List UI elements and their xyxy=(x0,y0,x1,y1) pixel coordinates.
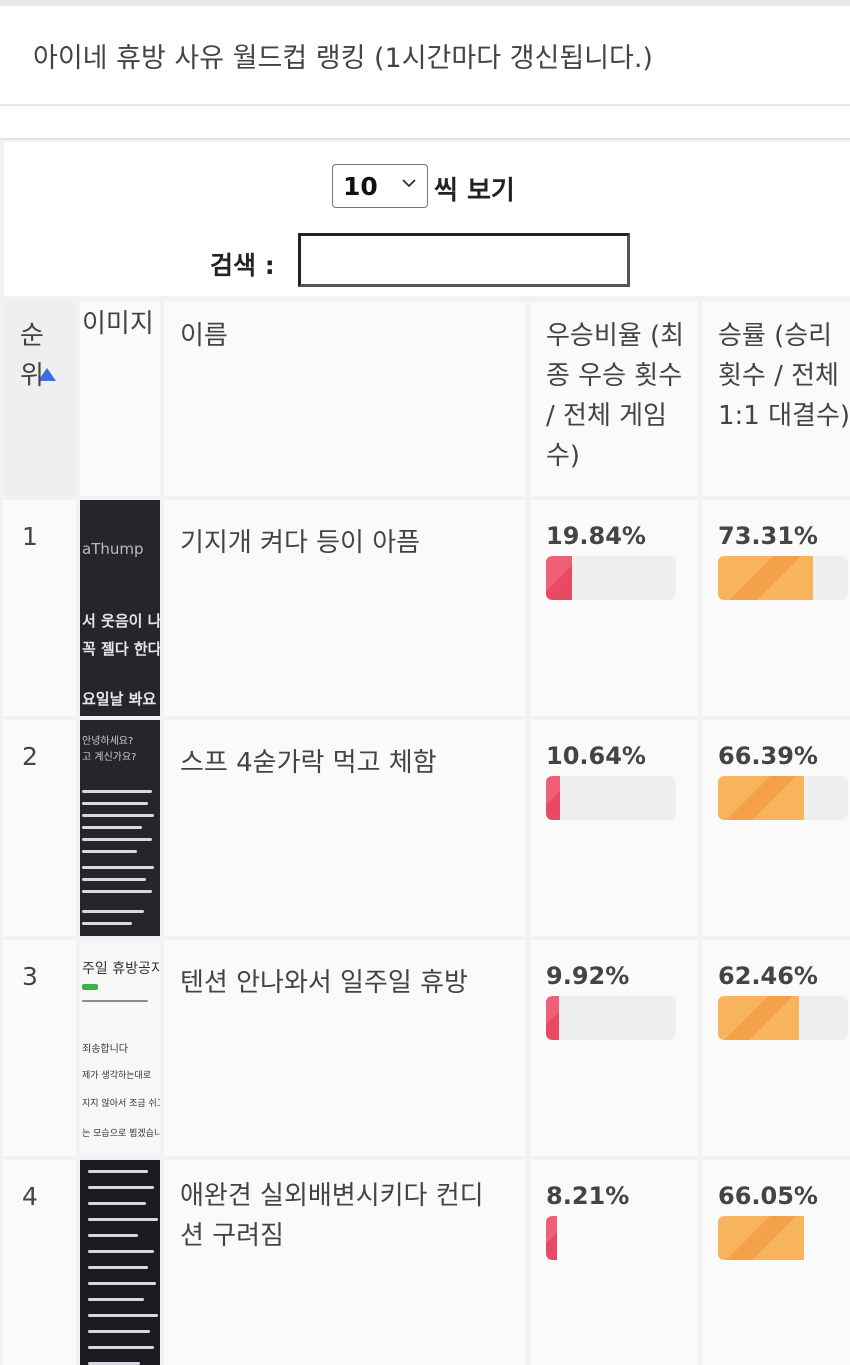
win-ratio-bar xyxy=(546,1216,676,1260)
win-rate-bar xyxy=(718,996,848,1040)
rank-cell: 1 xyxy=(2,500,76,716)
page-title: 아이네 휴방 사유 월드컵 랭킹 (1시간마다 갱신됩니다.) xyxy=(33,43,653,74)
thumb-text: 죄송합니다 xyxy=(82,1044,128,1055)
page-header: 아이네 휴방 사유 월드컵 랭킹 (1시간마다 갱신됩니다.) xyxy=(0,6,850,106)
win-ratio-cell: 8.21% xyxy=(530,1160,698,1365)
win-ratio-value: 19.84% xyxy=(546,522,646,550)
win-rate-bar-fill xyxy=(718,1216,804,1260)
win-ratio-cell: 10.64% xyxy=(530,720,698,936)
win-rate-bar xyxy=(718,556,848,600)
table-row[interactable]: 4 xyxy=(2,1160,850,1365)
rank-header-label: 순위 xyxy=(20,321,44,391)
win-ratio-bar xyxy=(546,556,676,600)
column-header-name[interactable]: 이름 xyxy=(164,302,526,496)
sort-ascending-icon xyxy=(38,368,56,381)
thumb-text: 지지 않아서 조금 쉬고 xyxy=(82,1099,160,1109)
thumbnail-cell[interactable]: 안녕하세요? 고 계신가요? xyxy=(80,720,160,936)
table-row[interactable]: 2 안녕하세요? 고 계신가요? xyxy=(2,720,850,936)
thumb-text: 요일날 봐요 xyxy=(82,690,157,708)
win-ratio-value: 9.92% xyxy=(546,962,630,990)
name-cell: 스프 4숟가락 먹고 체함 xyxy=(164,720,526,936)
table-row[interactable]: 3 주일 휴방공지 죄송합니다 제가 생각하는대로 지지 않아서 조금 쉬고 는… xyxy=(2,940,850,1156)
rank-cell: 3 xyxy=(2,940,76,1156)
win-rate-value: 62.46% xyxy=(718,962,818,990)
thumbnail-cell[interactable]: aThump 서 웃음이 나 꼭 젤다 한다 요일날 봐요 xyxy=(80,500,160,716)
column-header-rank[interactable]: 순위 xyxy=(2,302,76,496)
win-ratio-bar-fill xyxy=(546,1216,557,1260)
ranking-table: 순위 이미지 이름 우승비율 (최종 우승 횟수 / 전체 게임수) 승률 (승… xyxy=(0,298,850,1365)
rank-cell: 4 xyxy=(2,1160,76,1365)
column-header-win-rate[interactable]: 승률 (승리 횟수 / 전체 1:1 대결수) xyxy=(702,302,850,496)
thumb-text: 안녕하세요? xyxy=(82,736,134,747)
win-ratio-cell: 9.92% xyxy=(530,940,698,1156)
win-rate-cell: 73.31% xyxy=(702,500,850,716)
win-rate-value: 73.31% xyxy=(718,522,818,550)
win-rate-bar-fill xyxy=(718,556,813,600)
win-ratio-bar-fill xyxy=(546,776,560,820)
thumb-text: 주일 휴방공지 xyxy=(82,961,160,977)
win-rate-bar xyxy=(718,1216,848,1260)
image-header-label: 이미지 xyxy=(82,309,154,339)
ranking-panel: 10 씩 보기 검색 : 순위 이미지 xyxy=(0,138,850,1365)
thumbnail-image: 안녕하세요? 고 계신가요? xyxy=(80,720,160,936)
table-controls: 10 씩 보기 검색 : xyxy=(4,142,850,296)
thumb-text: 고 계신가요? xyxy=(82,752,137,763)
win-ratio-bar xyxy=(546,776,676,820)
chevron-down-icon xyxy=(402,179,416,188)
thumbnail-image xyxy=(80,1160,160,1365)
search-label: 검색 : xyxy=(210,251,275,280)
win-ratio-bar-fill xyxy=(546,556,572,600)
search-input[interactable] xyxy=(298,233,630,287)
win-ratio-value: 10.64% xyxy=(546,742,646,770)
win-rate-cell: 62.46% xyxy=(702,940,850,1156)
thumbnail-image: aThump 서 웃음이 나 꼭 젤다 한다 요일날 봐요 xyxy=(80,500,160,716)
name-header-label: 이름 xyxy=(180,321,228,351)
thumb-text: 제가 생각하는대로 xyxy=(82,1071,152,1081)
thumb-text: 꼭 젤다 한다 xyxy=(82,640,160,658)
thumbnail-cell[interactable] xyxy=(80,1160,160,1365)
rank-cell: 2 xyxy=(2,720,76,936)
win-ratio-bar-fill xyxy=(546,996,559,1040)
win-rate-header-label: 승률 (승리 횟수 / 전체 1:1 대결수) xyxy=(718,321,850,431)
win-ratio-bar xyxy=(546,996,676,1040)
per-page-label: 씩 보기 xyxy=(434,176,515,206)
win-rate-cell: 66.05% xyxy=(702,1160,850,1365)
name-cell: 텐션 안나와서 일주일 휴방 xyxy=(164,940,526,1156)
column-header-win-ratio[interactable]: 우승비율 (최종 우승 횟수 / 전체 게임수) xyxy=(530,302,698,496)
page-size-value: 10 xyxy=(343,172,378,201)
win-ratio-cell: 19.84% xyxy=(530,500,698,716)
name-cell: 애완견 실외배변시키다 컨디션 구려짐 xyxy=(164,1160,526,1365)
win-rate-bar-fill xyxy=(718,776,804,820)
name-cell: 기지개 켜다 등이 아픔 xyxy=(164,500,526,716)
win-rate-bar xyxy=(718,776,848,820)
win-rate-value: 66.39% xyxy=(718,742,818,770)
win-ratio-value: 8.21% xyxy=(546,1182,630,1210)
thumb-text: aThump xyxy=(82,540,144,558)
column-header-image[interactable]: 이미지 xyxy=(80,302,160,496)
page-size-select[interactable]: 10 xyxy=(332,164,428,208)
top-bar xyxy=(0,0,850,6)
win-rate-bar-fill xyxy=(718,996,799,1040)
thumb-text: 서 웃음이 나 xyxy=(82,612,160,630)
thumbnail-cell[interactable]: 주일 휴방공지 죄송합니다 제가 생각하는대로 지지 않아서 조금 쉬고 는 모… xyxy=(80,940,160,1156)
win-rate-value: 66.05% xyxy=(718,1182,818,1210)
win-ratio-header-label: 우승비율 (최종 우승 횟수 / 전체 게임수) xyxy=(546,321,685,471)
win-rate-cell: 66.39% xyxy=(702,720,850,936)
table-header-row: 순위 이미지 이름 우승비율 (최종 우승 횟수 / 전체 게임수) 승률 (승… xyxy=(2,302,850,496)
thumbnail-image: 주일 휴방공지 죄송합니다 제가 생각하는대로 지지 않아서 조금 쉬고 는 모… xyxy=(80,940,160,1156)
table-row[interactable]: 1 aThump 서 웃음이 나 꼭 젤다 한다 요일날 봐요 기지개 켜다 등… xyxy=(2,500,850,716)
thumb-text: 는 모습으로 뵙겠습니다 xyxy=(82,1129,160,1139)
